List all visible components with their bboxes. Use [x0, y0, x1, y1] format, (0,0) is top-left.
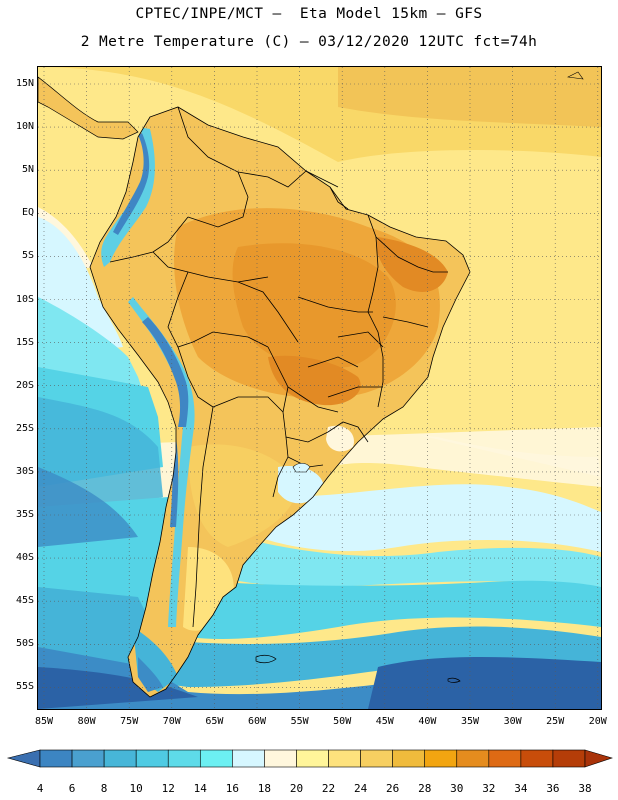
lat-label: 35S	[15, 509, 34, 520]
lat-label: 5N	[21, 164, 34, 176]
map-title-line-1: CPTEC/INPE/MCT – Eta Model 15km – GFS	[135, 6, 483, 22]
lon-label: 35W	[460, 716, 480, 727]
cool-zone-uruguay	[278, 466, 324, 504]
lat-label: EQ	[21, 207, 34, 219]
falkland-islands	[255, 654, 277, 664]
lon-label: 55W	[290, 716, 309, 727]
lat-label: 10N	[15, 121, 34, 133]
colorbar-tick-label: 20	[289, 782, 304, 795]
ocean-hot-band	[338, 67, 601, 127]
colorbar-swatch	[39, 749, 73, 768]
lon-label: 80W	[77, 716, 96, 727]
colorbar-swatch	[456, 749, 490, 768]
colorbar-arrow-high	[584, 749, 613, 768]
colorbar-tick-label: 28	[418, 782, 432, 795]
andes-central-cold	[142, 317, 189, 427]
lat-label: 45S	[15, 595, 34, 607]
andes-north-cold	[113, 133, 150, 235]
lon-label: 75W	[120, 716, 139, 727]
colorbar-graphic	[6, 749, 613, 768]
lat-label: 10S	[15, 293, 34, 305]
colorbar-tick-label: 24	[353, 782, 368, 795]
lat-label: 15S	[15, 336, 34, 348]
map-canvas	[38, 67, 601, 709]
lon-label: 20W	[588, 716, 607, 727]
colorbar-tick-label: 36	[546, 782, 560, 795]
lon-label: 50W	[333, 716, 352, 727]
colorbar-tick-label: 14	[193, 782, 207, 795]
colorbar-tick-label: 30	[450, 782, 464, 795]
colorbar-swatch	[232, 749, 265, 768]
colorbar-swatch	[520, 749, 554, 768]
ocean-light-band-atlantic	[218, 537, 601, 588]
hot-zone-core	[232, 243, 396, 368]
lon-label: 70W	[162, 716, 181, 727]
south-georgia	[447, 677, 461, 683]
caribbean-islands	[566, 71, 584, 80]
colorbar-tick-label: 4	[36, 782, 44, 795]
ocean-cold-band-south	[38, 657, 601, 709]
colorbar-tick-label: 10	[129, 782, 143, 795]
colorbar-swatch	[552, 749, 586, 768]
lat-label: 20S	[15, 379, 34, 391]
colorbar-tick-label: 18	[257, 782, 272, 795]
colorbar-tick-label: 22	[321, 782, 336, 795]
lon-label: 30W	[503, 716, 522, 727]
lat-label: 50S	[15, 638, 34, 650]
colorbar-swatch	[167, 749, 201, 768]
ocean-cream-east	[418, 435, 601, 477]
lat-label: 25S	[15, 422, 34, 434]
central-america	[38, 76, 139, 140]
colorbar-swatch	[135, 749, 169, 768]
lon-label: 40W	[418, 716, 437, 727]
colorbar-tick-label: 8	[100, 782, 108, 795]
andes-south-cold	[170, 437, 179, 527]
hot-zone-pantanal	[268, 355, 361, 406]
lat-label: 15N	[15, 78, 34, 89]
country-borders	[89, 106, 471, 698]
lat-label: 40S	[15, 552, 34, 564]
lat-label: 30S	[15, 465, 34, 477]
cool-zone-southeast-coast	[326, 425, 354, 452]
lon-label: 60W	[247, 716, 267, 727]
warm-zone-pampas	[188, 444, 298, 547]
colorbar-swatch	[424, 749, 458, 768]
lon-label: 25W	[546, 716, 565, 727]
colorbar-tick-label: 16	[225, 782, 239, 795]
lagoa-dos-patos	[292, 462, 311, 473]
colorbar-swatch	[103, 749, 137, 768]
colorbar-tick-label: 32	[482, 782, 496, 795]
colorbar-tick-label: 26	[386, 782, 400, 795]
ocean-mid-band-pacific	[38, 467, 138, 547]
lat-label: 55S	[15, 681, 34, 693]
tierra-del-fuego-cold	[138, 657, 163, 692]
colorbar-tick-label: 34	[514, 782, 528, 795]
colorbar-swatch	[264, 749, 297, 768]
lon-label: 65W	[205, 716, 224, 727]
temperature-map	[37, 66, 602, 710]
map-title-line-2: 2 Metre Temperature (C) – 03/12/2020 12U…	[80, 34, 538, 50]
colorbar-tick-label: 6	[68, 782, 76, 795]
colorbar-swatch	[392, 749, 426, 768]
lon-label: 45W	[375, 716, 394, 727]
colorbar-swatch	[296, 749, 329, 768]
colorbar-swatch	[71, 749, 105, 768]
ocean-pale-band-atlantic	[258, 484, 601, 552]
colorbar-swatch	[488, 749, 522, 768]
land-temperature-field	[101, 127, 448, 692]
lon-label: 85W	[34, 716, 54, 727]
colorbar-arrow-low	[6, 749, 41, 768]
lat-label: 5S	[21, 250, 34, 262]
colorbar-swatch	[328, 749, 361, 768]
colorbar-tick-label: 38	[578, 782, 592, 795]
colorbar-tick-label: 12	[161, 782, 175, 795]
colorbar-swatch	[360, 749, 393, 768]
colorbar-swatch	[199, 749, 233, 768]
